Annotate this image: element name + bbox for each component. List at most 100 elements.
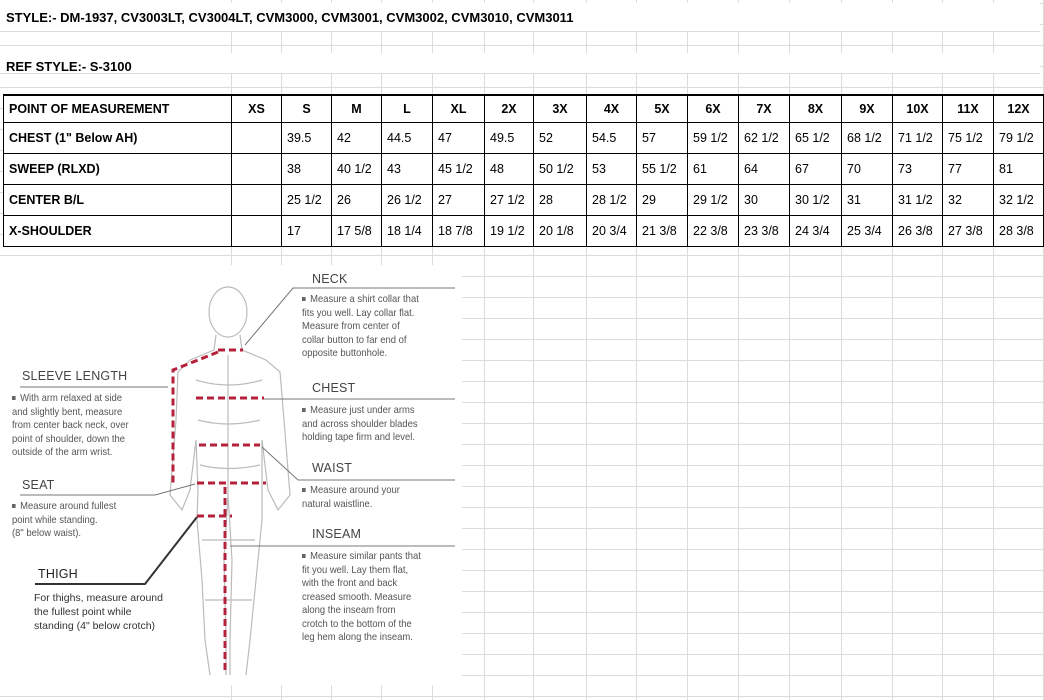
column-header-size[interactable]: 8X [789,94,842,123]
column-header-size[interactable]: 7X [738,94,790,123]
measurement-cell[interactable]: 30 [738,184,790,216]
measurement-cell[interactable]: 73 [892,153,943,185]
column-header-size[interactable]: 12X [993,94,1044,123]
measurement-cell[interactable]: 45 1/2 [432,153,485,185]
measurement-cell[interactable]: 44.5 [381,122,433,154]
measurement-cell[interactable]: 65 1/2 [789,122,842,154]
column-header-size[interactable]: 10X [892,94,943,123]
measurement-cell[interactable]: 24 3/4 [789,215,842,247]
body-outline [169,286,291,676]
measurement-cell[interactable]: 25 1/2 [281,184,332,216]
measurement-cell[interactable]: 31 1/2 [892,184,943,216]
column-header-size[interactable]: 4X [586,94,637,123]
measurement-cell[interactable]: 20 1/8 [533,215,587,247]
table-row: CHEST (1" Below AH) 39.5 42 44.5 47 49.5 52 54.… [3,122,1044,154]
measurement-cell[interactable]: 31 [841,184,893,216]
row-label[interactable]: CENTER B/L [3,184,232,216]
measurement-cell[interactable]: 17 5/8 [331,215,382,247]
measurement-cell[interactable]: 54.5 [586,122,637,154]
ref-style-title: REF STYLE:- S-3100 [6,59,132,74]
row-label[interactable]: CHEST (1" Below AH) [3,122,232,154]
measurement-cell[interactable] [231,215,282,247]
inseam-heading: INSEAM [312,527,362,541]
measurement-cell[interactable]: 52 [533,122,587,154]
column-header-size[interactable]: M [331,94,382,123]
measurement-cell[interactable]: 68 1/2 [841,122,893,154]
measurement-cell[interactable]: 77 [942,153,994,185]
measurement-cell[interactable] [231,153,282,185]
measurement-cell[interactable] [231,184,282,216]
measurement-cell[interactable]: 81 [993,153,1044,185]
measurement-cell[interactable]: 70 [841,153,893,185]
measurement-cell[interactable]: 40 1/2 [331,153,382,185]
measurement-cell[interactable]: 29 [636,184,688,216]
measurement-cell[interactable]: 57 [636,122,688,154]
gridline [738,0,739,700]
column-header-size[interactable]: 9X [841,94,893,123]
measurement-cell[interactable]: 50 1/2 [533,153,587,185]
table-row: CENTER B/L 25 1/2 26 26 1/2 27 27 1/2 28 28 1/2… [3,184,1044,216]
measurement-cell[interactable]: 29 1/2 [687,184,739,216]
gridline [841,0,842,700]
measurement-cell[interactable]: 26 [331,184,382,216]
measurement-cell[interactable]: 32 1/2 [993,184,1044,216]
row-label[interactable]: X-SHOULDER [3,215,232,247]
column-header-size[interactable]: XS [231,94,282,123]
measurement-cell[interactable] [231,122,282,154]
ref-style-row[interactable] [0,53,1040,74]
column-header-size[interactable]: L [381,94,433,123]
measurement-cell[interactable]: 67 [789,153,842,185]
measurement-cell[interactable]: 62 1/2 [738,122,790,154]
column-header-size[interactable]: S [281,94,332,123]
measurement-cell[interactable]: 20 3/4 [586,215,637,247]
measurement-cell[interactable]: 71 1/2 [892,122,943,154]
measurement-cell[interactable]: 26 3/8 [892,215,943,247]
column-header-size[interactable]: 6X [687,94,739,123]
gridline [942,0,943,700]
measurement-cell[interactable]: 28 3/8 [993,215,1044,247]
measurement-cell[interactable]: 23 3/8 [738,215,790,247]
measurement-cell[interactable]: 47 [432,122,485,154]
column-header-size[interactable]: 5X [636,94,688,123]
gridline [586,0,587,700]
thigh-text: For thighs, measure around the fullest p… [34,592,163,632]
measurement-cell[interactable]: 38 [281,153,332,185]
measurement-cell[interactable]: 64 [738,153,790,185]
measurement-cell[interactable]: 17 [281,215,332,247]
measurement-cell[interactable]: 61 [687,153,739,185]
body-figure [20,286,455,676]
measurement-cell[interactable]: 21 3/8 [636,215,688,247]
measurement-cell[interactable]: 42 [331,122,382,154]
measurement-cell[interactable]: 43 [381,153,433,185]
column-header-size[interactable]: 2X [484,94,534,123]
measurement-cell[interactable]: 27 1/2 [484,184,534,216]
measurement-cell[interactable]: 79 1/2 [993,122,1044,154]
measurement-cell[interactable]: 18 7/8 [432,215,485,247]
measurement-cell[interactable]: 55 1/2 [636,153,688,185]
measurement-cell[interactable]: 27 3/8 [942,215,994,247]
measurement-cell[interactable]: 18 1/4 [381,215,433,247]
style-row[interactable] [0,3,1040,32]
measurement-cell[interactable]: 39.5 [281,122,332,154]
column-header-measurement[interactable]: POINT OF MEASUREMENT [3,94,232,123]
measurement-cell[interactable]: 75 1/2 [942,122,994,154]
measurement-cell[interactable]: 28 1/2 [586,184,637,216]
measurement-cell[interactable]: 53 [586,153,637,185]
measurement-cell[interactable]: 32 [942,184,994,216]
measurement-cell[interactable]: 25 3/4 [841,215,893,247]
column-header-size[interactable]: 3X [533,94,587,123]
sleeve-heading: SLEEVE LENGTH [22,369,128,383]
measurement-cell[interactable]: 27 [432,184,485,216]
measurement-cell[interactable]: 59 1/2 [687,122,739,154]
measurement-cell[interactable]: 28 [533,184,587,216]
row-label[interactable]: SWEEP (RLXD) [3,153,232,185]
measurement-cell[interactable]: 26 1/2 [381,184,433,216]
column-header-size[interactable]: XL [432,94,485,123]
measurement-cell[interactable]: 48 [484,153,534,185]
measurement-cell[interactable]: 30 1/2 [789,184,842,216]
measurement-cell[interactable]: 19 1/2 [484,215,534,247]
column-header-size[interactable]: 11X [942,94,994,123]
waist-heading: WAIST [312,461,353,475]
measurement-cell[interactable]: 22 3/8 [687,215,739,247]
measurement-cell[interactable]: 49.5 [484,122,534,154]
